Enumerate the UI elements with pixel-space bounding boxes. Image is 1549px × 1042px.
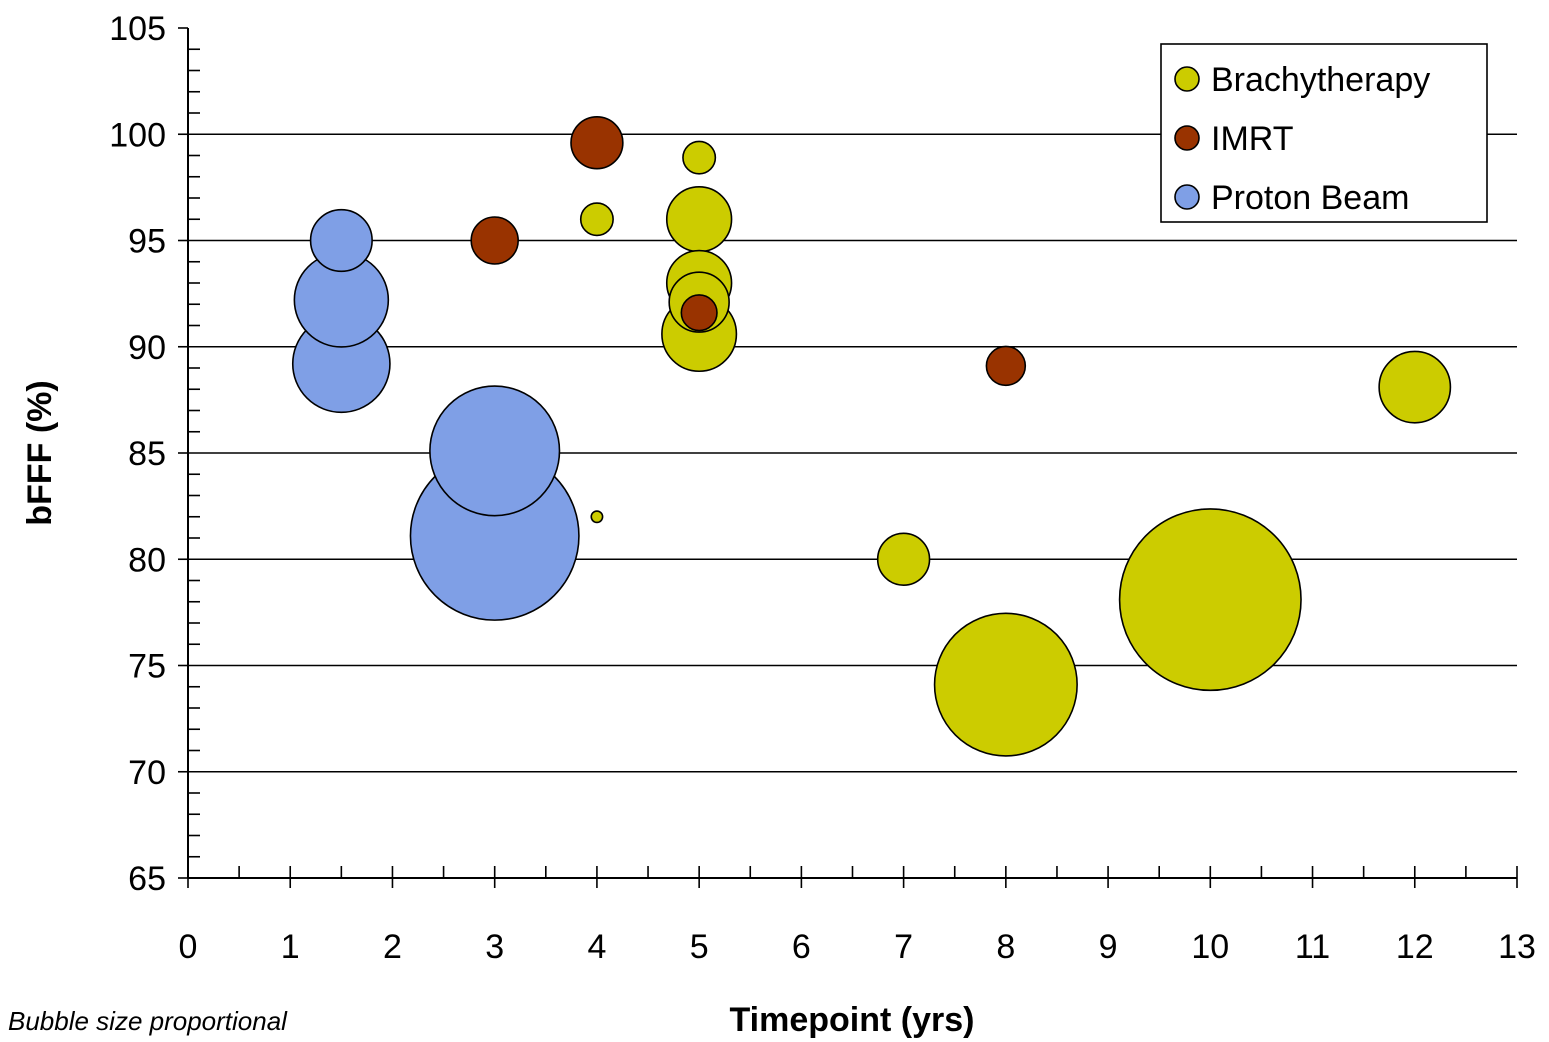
x-tick-label: 12 <box>1396 928 1434 966</box>
bubble-imrt-0 <box>470 216 519 265</box>
x-tick-label: 4 <box>587 928 606 966</box>
x-tick-label: 10 <box>1191 928 1229 966</box>
legend-marker-proton-beam <box>1174 184 1200 210</box>
y-tick-label: 75 <box>128 648 166 686</box>
x-tick-label: 2 <box>383 928 402 966</box>
y-tick-label: 65 <box>128 860 166 898</box>
bubble-imrt-1 <box>570 116 624 170</box>
bubble-size-note: Bubble size proportional <box>8 1006 288 1036</box>
legend: Brachytherapy IMRT Proton Beam <box>1160 43 1488 223</box>
y-tick-label: 95 <box>128 223 166 261</box>
x-tick-label: 3 <box>485 928 504 966</box>
y-tick-label: 90 <box>128 329 166 367</box>
y-axis-title: bFFF (%) <box>21 380 59 525</box>
y-tick-label: 80 <box>128 541 166 579</box>
legend-marker-imrt <box>1174 125 1200 151</box>
bubble-imrt-2 <box>680 294 718 332</box>
x-tick-label: 11 <box>1295 928 1330 966</box>
x-tick-label: 9 <box>1099 928 1118 966</box>
bubble-brachytherapy-0 <box>579 202 614 237</box>
x-tick-label: 0 <box>179 928 198 966</box>
bubble-proton-beam-0 <box>309 208 373 273</box>
y-tick-label: 100 <box>109 116 166 154</box>
bubble-brachytherapy-2 <box>682 140 717 175</box>
legend-marker-brachytherapy <box>1174 66 1200 92</box>
x-tick-label: 5 <box>690 928 709 966</box>
legend-box <box>1160 43 1488 223</box>
y-tick-label: 85 <box>128 435 166 473</box>
legend-label-brachytherapy: Brachytherapy <box>1211 61 1430 99</box>
x-tick-label: 7 <box>894 928 913 966</box>
y-tick-label: 105 <box>109 10 166 48</box>
bubble-brachytherapy-10 <box>1378 350 1452 424</box>
bubble-brachytherapy-1 <box>590 510 604 524</box>
bubble-brachytherapy-7 <box>876 532 931 586</box>
x-tick-label: 6 <box>792 928 811 966</box>
legend-label-imrt: IMRT <box>1211 120 1293 158</box>
x-tick-label: 13 <box>1498 928 1536 966</box>
x-tick-label: 1 <box>281 928 300 966</box>
bubble-proton-beam-4 <box>429 385 561 517</box>
bubble-brachytherapy-8 <box>933 612 1078 757</box>
bubble-brachytherapy-3 <box>665 186 733 253</box>
legend-label-proton-beam: Proton Beam <box>1211 179 1409 217</box>
bubble-brachytherapy-9 <box>1118 508 1302 692</box>
y-tick-label: 70 <box>128 754 166 792</box>
x-axis-title: Timepoint (yrs) <box>730 1001 975 1039</box>
bubble-imrt-3 <box>985 345 1027 387</box>
gridlines <box>188 133 1517 773</box>
x-tick-label: 8 <box>996 928 1015 966</box>
bubbles <box>291 116 1452 757</box>
